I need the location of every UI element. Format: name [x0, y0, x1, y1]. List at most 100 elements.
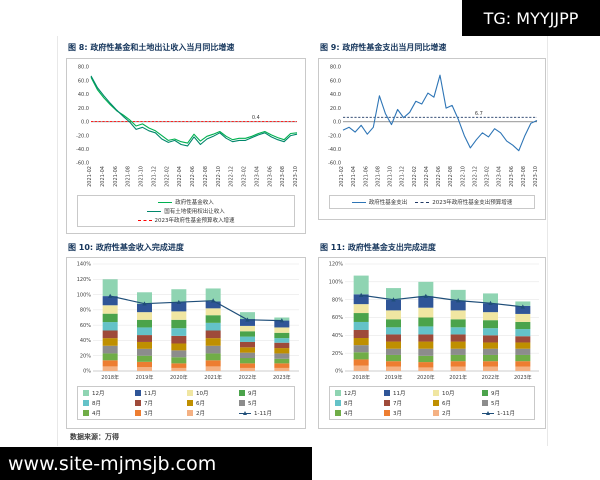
legend-label: 4月: [92, 411, 101, 417]
line-marker-swatch: [482, 411, 494, 415]
color-swatch: [187, 410, 193, 416]
svg-text:-20.0: -20.0: [76, 133, 89, 139]
site-watermark: www.site-mjmsjb.com: [0, 447, 312, 480]
legend-label: 12月: [92, 391, 105, 397]
svg-text:2020年: 2020年: [417, 374, 435, 381]
svg-text:2021-02: 2021-02: [339, 166, 345, 187]
svg-text:100%: 100%: [77, 292, 92, 298]
chart8-panel: 80.0 60.0 40.0 20.0 0.0 -20.0 -40.0 -60.0 2021-0…: [66, 58, 306, 234]
legend-label: 4月: [344, 411, 353, 417]
color-swatch: [83, 400, 89, 406]
color-swatch: [83, 410, 89, 416]
chart10-bar-plot: 0% 20% 40% 60% 80% 100% 120% 140% 2018年 2019年 2020…: [77, 262, 299, 381]
color-swatch: [433, 390, 439, 396]
chart11-panel: 0% 20% 40% 60% 80% 100% 120% 2018年 2019年 2020年 202…: [318, 257, 546, 429]
chart11-bar-plot: 0% 20% 40% 60% 80% 100% 120% 2018年 2019年 2020年 202…: [329, 262, 539, 381]
svg-text:2023-04: 2023-04: [497, 166, 503, 187]
legend-label: 3月: [393, 411, 402, 417]
legend-item: 10月: [187, 389, 237, 397]
svg-text:60.0: 60.0: [78, 78, 89, 84]
svg-text:2021-06: 2021-06: [363, 166, 369, 187]
chart8-legend: 政府性基金收入国有土地使用权出让收入 2023年政府性基金预算收入增速: [77, 195, 295, 227]
legend-item: 7月: [135, 399, 185, 407]
svg-text:2019年: 2019年: [136, 374, 154, 381]
svg-text:2021-10: 2021-10: [388, 166, 394, 187]
color-swatch: [384, 390, 390, 396]
chart9-title: 图 9: 政府性基金支出当月同比增速: [320, 43, 447, 52]
report-frame: 图 8: 政府性基金和土地出让收入当月同比增速 80.0 60.0 40.0 20.0…: [57, 36, 548, 446]
legend-item: 8月: [335, 399, 382, 407]
legend-label: 政府性基金收入: [175, 200, 214, 206]
svg-text:2023年: 2023年: [273, 374, 291, 381]
svg-text:40.0: 40.0: [78, 92, 89, 98]
legend-item: 7月: [384, 399, 431, 407]
svg-text:0%: 0%: [83, 369, 91, 375]
svg-text:0%: 0%: [335, 369, 343, 375]
color-swatch: [384, 410, 390, 416]
chart11-legend: 12月 11月 10月 9月 8月 7月 6月 5月 4月 3月 2月 1-11月: [329, 386, 535, 420]
svg-text:2022年: 2022年: [239, 374, 257, 381]
legend-label: 9月: [248, 391, 257, 397]
legend-item: 10月: [433, 389, 480, 397]
svg-text:6.7: 6.7: [475, 111, 483, 117]
chart10-panel: 0% 20% 40% 60% 80% 100% 120% 140% 2018年 2019年 2020…: [66, 257, 306, 429]
line-swatch: [158, 201, 173, 203]
chart10-legend: 12月 11月 10月 9月 8月 7月 6月 5月 4月 3月 2月 1-11月: [77, 386, 295, 420]
legend-item: 2月: [433, 409, 480, 417]
legend-label: 10月: [442, 391, 455, 397]
svg-text:2018年: 2018年: [352, 374, 370, 381]
legend-label: 5月: [491, 401, 500, 407]
svg-text:2022-12: 2022-12: [472, 166, 478, 187]
legend-label: 2023年政府性基金预算收入增速: [154, 218, 235, 224]
legend-label: 国有土地使用权出让收入: [164, 209, 225, 215]
svg-text:-60.0: -60.0: [76, 161, 89, 167]
legend-label: 10月: [196, 391, 209, 397]
legend-label: 1-11月: [497, 411, 515, 417]
legend-label: 7月: [144, 401, 153, 407]
color-swatch: [187, 390, 193, 396]
chart8-title: 图 8: 政府性基金和土地出让收入当月同比增速: [68, 43, 235, 52]
chart9-line-plot: 80.060.040.020.00.0-20.0-40.0-60.02021-0…: [328, 65, 539, 187]
legend-label: 9月: [491, 391, 500, 397]
legend-label: 11月: [393, 391, 406, 397]
legend-item: 4月: [335, 409, 382, 417]
dashed-line-swatch: [415, 201, 430, 203]
svg-text:2022-06: 2022-06: [190, 166, 196, 187]
svg-text:80.0: 80.0: [330, 65, 341, 71]
legend-label: 7月: [393, 401, 402, 407]
svg-text:2021-04: 2021-04: [100, 166, 106, 187]
legend-item: 2023年政府性基金支出预算增速: [415, 198, 512, 206]
svg-text:20.0: 20.0: [78, 106, 89, 112]
svg-text:0.0: 0.0: [333, 120, 341, 126]
svg-text:-60.0: -60.0: [328, 161, 341, 167]
line-swatch: [351, 201, 366, 203]
color-swatch: [187, 400, 193, 406]
svg-text:60%: 60%: [332, 315, 343, 321]
svg-text:120%: 120%: [329, 262, 344, 268]
legend-label: 3月: [144, 411, 153, 417]
line-marker-swatch: [239, 411, 251, 415]
color-swatch: [335, 400, 341, 406]
svg-text:-20.0: -20.0: [328, 133, 341, 139]
color-swatch: [135, 410, 141, 416]
legend-item: 政府性基金收入: [158, 198, 214, 206]
color-swatch: [433, 400, 439, 406]
svg-text:2023年: 2023年: [514, 374, 532, 381]
color-swatch: [433, 410, 439, 416]
svg-text:2023-10: 2023-10: [293, 166, 299, 187]
svg-text:2022-08: 2022-08: [203, 166, 209, 187]
svg-text:2021-06: 2021-06: [113, 166, 119, 187]
legend-label: 2月: [196, 411, 205, 417]
legend-label: 5月: [248, 401, 257, 407]
legend-item: 11月: [384, 389, 431, 397]
svg-text:40%: 40%: [332, 333, 343, 339]
legend-item: 1-11月: [239, 409, 289, 417]
svg-text:80%: 80%: [80, 308, 91, 314]
svg-text:2021年: 2021年: [449, 374, 467, 381]
legend-label: 8月: [92, 401, 101, 407]
svg-text:2023-04: 2023-04: [254, 166, 260, 187]
svg-text:2022-02: 2022-02: [412, 166, 418, 187]
legend-item: 1-11月: [482, 409, 529, 417]
svg-text:40%: 40%: [80, 338, 91, 344]
